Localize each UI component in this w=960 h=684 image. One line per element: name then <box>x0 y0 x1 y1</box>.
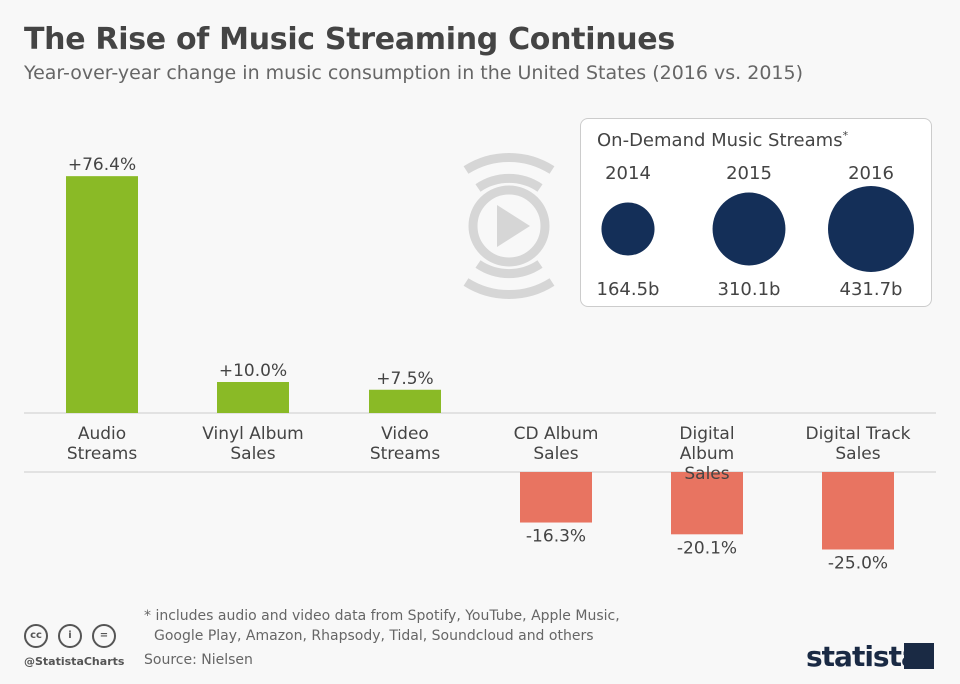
bar-3 <box>520 472 592 523</box>
category-label-line: Sales <box>835 444 881 464</box>
category-label-line: Digital Track <box>805 424 911 444</box>
data-label: +10.0% <box>219 361 287 381</box>
bubble-2014 <box>601 202 655 256</box>
source: Source: Nielsen <box>144 652 253 668</box>
statista-logo-mark <box>904 643 934 669</box>
data-label: -20.1% <box>677 538 737 558</box>
data-label: -16.3% <box>526 527 586 547</box>
twitter-handle[interactable]: @StatistaCharts <box>24 655 125 668</box>
streaming-icon <box>463 153 555 299</box>
bar-4 <box>671 472 743 535</box>
category-label: CD Album Sales <box>501 424 611 464</box>
category-label: Audio Streams <box>47 424 157 464</box>
bubble-2016 <box>828 186 914 272</box>
category-label-line: CD Album <box>513 424 599 444</box>
category-label-line: Digital Album <box>679 424 735 464</box>
value-label: 164.5b <box>597 279 660 300</box>
category-label-line: Sales <box>684 464 730 484</box>
year-label: 2016 <box>848 163 894 184</box>
bubble-2015 <box>712 192 786 266</box>
attribution-icon: i <box>58 624 82 648</box>
statista-logo[interactable]: statista <box>806 640 920 673</box>
category-label: Vinyl Album Sales <box>198 424 308 464</box>
data-label: +76.4% <box>68 155 136 175</box>
category-label: Digital Album Sales <box>652 424 762 484</box>
category-label-line: Vinyl Album <box>202 424 304 444</box>
value-label: 310.1b <box>718 279 781 300</box>
year-label: 2015 <box>726 163 772 184</box>
bar-0 <box>66 176 138 413</box>
footnote: * includes audio and video data from Spo… <box>144 608 620 644</box>
category-label-line: Video <box>381 424 429 444</box>
no-derivatives-icon: = <box>92 624 116 648</box>
data-label: +7.5% <box>376 369 433 389</box>
bar-1 <box>217 382 289 413</box>
page-subtitle: Year-over-year change in music consumpti… <box>24 62 803 84</box>
category-label: Digital Track Sales <box>803 424 913 464</box>
category-label-line: Streams <box>369 444 441 464</box>
on-demand-streams-panel: On-Demand Music Streams* 2014 164.5b 2015 3… <box>580 118 932 307</box>
value-label: 431.7b <box>840 279 903 300</box>
category-label-line: Audio <box>77 424 127 444</box>
page-title: The Rise of Music Streaming Continues <box>24 22 675 57</box>
bubble-chart: 2014 164.5b 2015 310.1b 2016 431.7b <box>597 163 914 300</box>
bar-5 <box>822 472 894 550</box>
inset-title: On-Demand Music Streams* <box>597 129 849 151</box>
category-label-line: Streams <box>66 444 138 464</box>
category-label: Video Streams <box>350 424 460 464</box>
category-label-line: Sales <box>230 444 276 464</box>
data-label: -25.0% <box>828 554 888 574</box>
year-label: 2014 <box>605 163 651 184</box>
bar-2 <box>369 389 441 413</box>
category-label-line: Sales <box>533 444 579 464</box>
cc-icon: cc <box>24 624 48 648</box>
